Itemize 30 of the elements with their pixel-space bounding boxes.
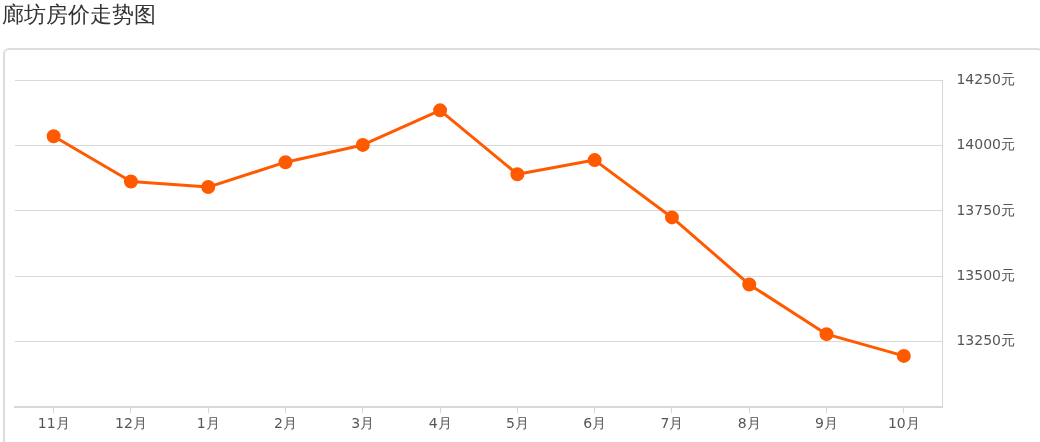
point [46,129,61,144]
x-tick-label: 11月 [37,415,70,432]
point [742,277,757,292]
y-tick-label: 14000元 [956,136,1016,153]
x-tick-label: 12月 [115,415,147,432]
point [510,167,525,182]
point [201,180,216,195]
x-tick-label: 1月 [196,415,220,432]
point [896,348,911,363]
x-tick-label: 5月 [505,415,529,432]
point [123,174,138,189]
x-tick-label: 6月 [583,415,607,432]
y-tick-label: 14250元 [956,70,1016,87]
chart-title: 廊坊房价走势图 [1,1,157,29]
y-tick-label: 13500元 [956,266,1016,283]
x-tick-label: 9月 [815,415,838,432]
x-tick-label: 4月 [428,415,452,432]
point [278,155,293,170]
point [664,210,679,225]
x-tick-label: 3月 [351,415,375,432]
x-tick-label: 10月 [887,415,920,432]
x-tick-label: 7月 [660,415,684,432]
point [433,103,448,118]
point [587,153,602,168]
y-tick-label: 13750元 [956,201,1016,218]
point [355,137,370,152]
y-tick-label: 13250元 [956,332,1016,349]
x-tick-label: 2月 [274,415,297,432]
point [819,327,834,342]
x-tick-label: 8月 [737,415,761,432]
